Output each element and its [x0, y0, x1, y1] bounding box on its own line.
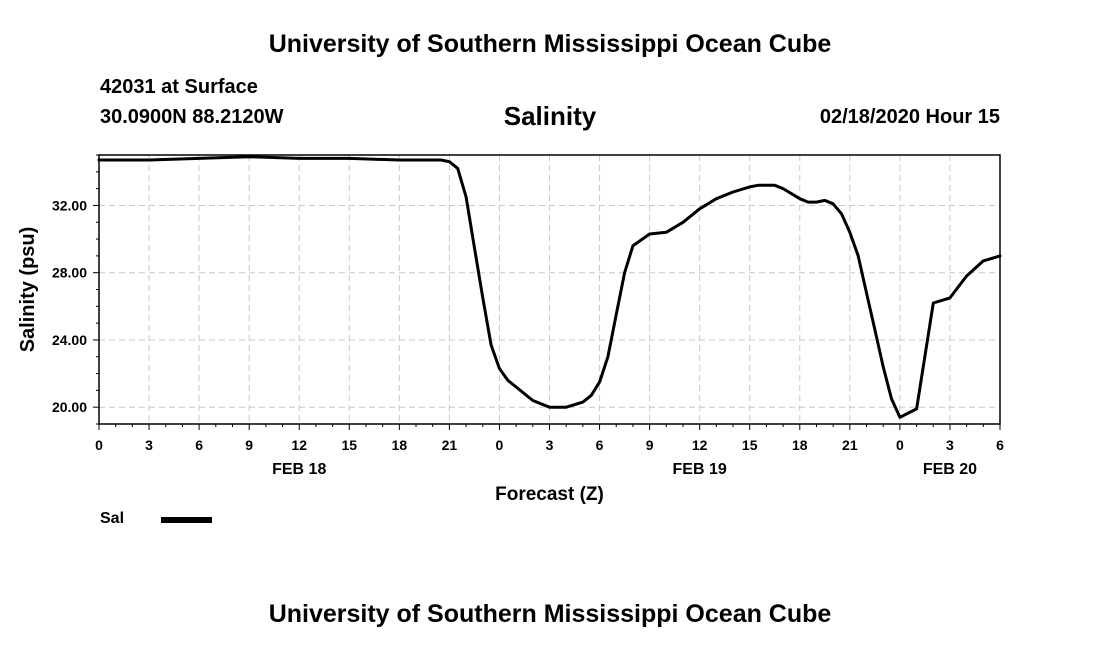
- x-tick-label: 18: [392, 437, 408, 453]
- x-tick-label: 12: [291, 437, 307, 453]
- y-tick-label: 32.00: [52, 197, 87, 213]
- y-axis-label: Salinity (psu): [17, 227, 39, 353]
- y-tick-label: 28.00: [52, 265, 87, 281]
- x-tick-label: 15: [341, 437, 357, 453]
- x-tick-label: 0: [95, 437, 103, 453]
- page-title: University of Southern Mississippi Ocean…: [268, 30, 832, 58]
- x-tick-label: 12: [692, 437, 708, 453]
- x-tick-label: 0: [496, 437, 504, 453]
- y-tick-label: 24.00: [52, 332, 87, 348]
- legend-swatch: [161, 517, 212, 523]
- station-label: 42031 at Surface: [100, 76, 258, 98]
- x-tick-label: 9: [245, 437, 253, 453]
- coordinates-label: 30.0900N 88.2120W: [100, 106, 284, 128]
- x-date-label: FEB 19: [673, 461, 727, 478]
- plot-frame: [98, 154, 1001, 425]
- legend-label: Sal: [100, 510, 125, 527]
- x-tick-label: 9: [646, 437, 654, 453]
- axes: 0 3 6 9 12 15 18 21 0 3 6 9 12 15 18 21 0 3 6 FEB 18 FEB 19 F…: [52, 154, 1004, 478]
- x-tick-label: 21: [842, 437, 858, 453]
- x-date-label: FEB 18: [272, 461, 326, 478]
- x-date-label: FEB 20: [923, 461, 977, 478]
- x-tick-label: 3: [546, 437, 554, 453]
- series-line-sal: [97, 155, 1002, 419]
- x-tick-label: 6: [195, 437, 203, 453]
- x-tick-label: 3: [946, 437, 954, 453]
- x-tick-label: 21: [442, 437, 458, 453]
- x-tick-label: 0: [896, 437, 904, 453]
- y-tick-label: 20.00: [52, 399, 87, 415]
- series-layer: [97, 155, 1002, 419]
- x-tick-label: 6: [596, 437, 604, 453]
- footer-title: University of Southern Mississippi Ocean…: [268, 600, 832, 628]
- x-tick-label: 18: [792, 437, 808, 453]
- chart-title: Salinity: [503, 101, 597, 131]
- grid: [99, 155, 1000, 424]
- forecast-datetime: 02/18/2020 Hour 15: [819, 106, 1000, 128]
- x-axis-label: Forecast (Z): [495, 484, 604, 505]
- x-tick-label: 3: [145, 437, 153, 453]
- x-tick-label: 15: [742, 437, 758, 453]
- x-tick-label: 6: [996, 437, 1004, 453]
